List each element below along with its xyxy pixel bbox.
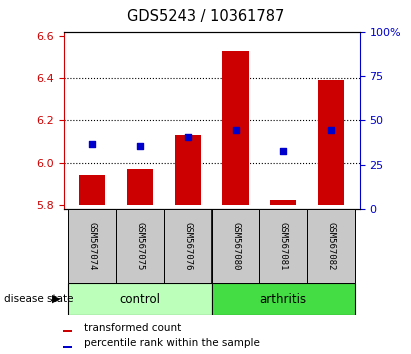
Bar xyxy=(222,51,249,205)
Bar xyxy=(212,209,259,283)
Text: GSM567082: GSM567082 xyxy=(326,222,335,270)
Bar xyxy=(79,175,106,205)
Point xyxy=(185,135,191,140)
Point xyxy=(280,148,286,154)
Bar xyxy=(175,135,201,205)
Bar xyxy=(62,330,72,332)
Bar xyxy=(69,283,212,315)
Bar xyxy=(270,200,296,205)
Text: percentile rank within the sample: percentile rank within the sample xyxy=(83,338,259,348)
Text: GSM567075: GSM567075 xyxy=(136,222,145,270)
Bar xyxy=(62,346,72,348)
Bar xyxy=(259,209,307,283)
Point xyxy=(232,127,239,133)
Text: arthritis: arthritis xyxy=(260,293,307,306)
Text: ▶: ▶ xyxy=(52,294,61,304)
Bar xyxy=(318,80,344,205)
Bar xyxy=(69,209,116,283)
Text: GSM567081: GSM567081 xyxy=(279,222,288,270)
Bar xyxy=(164,209,212,283)
Text: disease state: disease state xyxy=(4,294,74,304)
Text: control: control xyxy=(120,293,161,306)
Text: GSM567080: GSM567080 xyxy=(231,222,240,270)
Bar xyxy=(212,283,355,315)
Text: GSM567074: GSM567074 xyxy=(88,222,97,270)
Text: GSM567076: GSM567076 xyxy=(183,222,192,270)
Bar xyxy=(307,209,355,283)
Text: GDS5243 / 10361787: GDS5243 / 10361787 xyxy=(127,9,284,24)
Text: transformed count: transformed count xyxy=(83,322,181,332)
Point xyxy=(328,127,334,133)
Point xyxy=(137,143,143,148)
Point xyxy=(89,141,96,146)
Bar xyxy=(127,169,153,205)
Bar xyxy=(116,209,164,283)
